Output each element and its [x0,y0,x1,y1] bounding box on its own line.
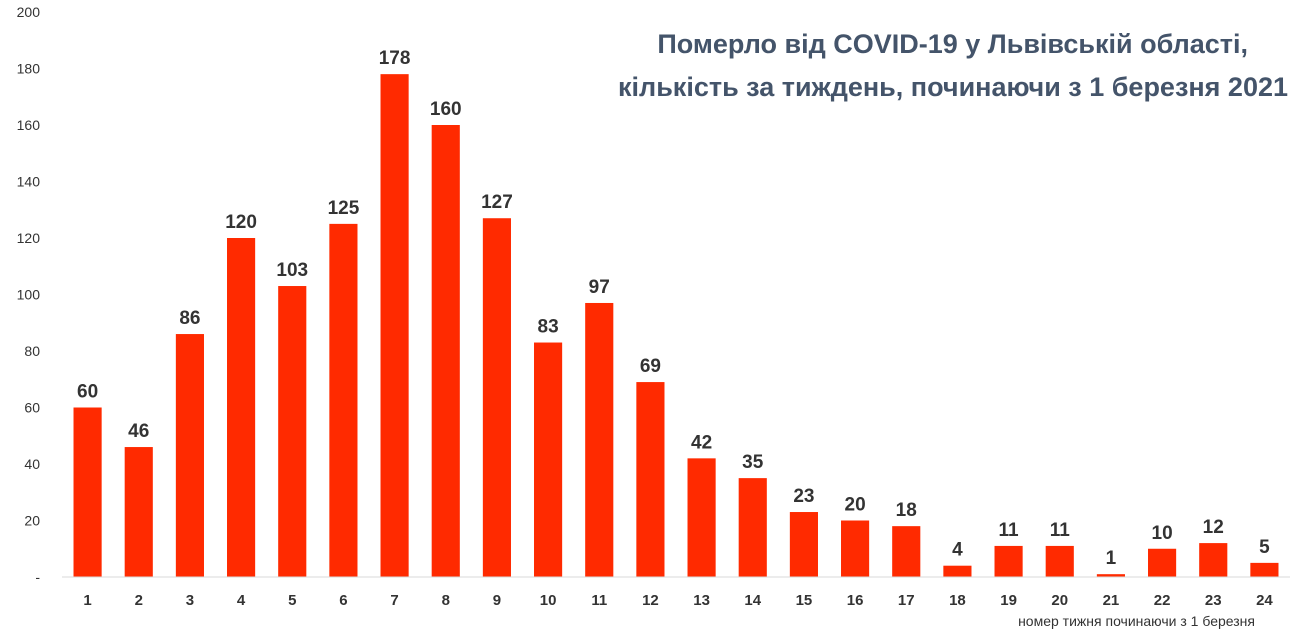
data-label: 4 [952,540,963,561]
bar [687,458,716,577]
y-tick-label: 80 [24,343,40,359]
bar [1045,545,1074,577]
bar [585,302,614,577]
y-tick-label: 60 [24,400,40,416]
x-axis: 1 2 3 4 5 6 7 8 9 10 11 12 13 14 15 16 17 18 19 20 21 22 23 24 [83,592,1273,609]
data-label: 60 [77,382,98,403]
y-tick-label: - [35,569,40,585]
data-label: 178 [379,48,411,69]
y-axis: - 20 40 60 80 100 120 140 160 180 200 [17,4,41,585]
bar [789,512,818,577]
bar [431,125,460,577]
bar [892,526,921,577]
bar [1199,543,1228,577]
data-label: 46 [128,421,149,442]
y-tick-label: 160 [17,117,41,133]
data-label: 12 [1203,517,1224,538]
x-tick-label: 17 [898,592,915,609]
data-label: 127 [481,192,513,213]
x-tick-label: 14 [744,592,761,609]
x-tick-label: 1 [83,592,91,609]
data-label: 97 [589,277,610,298]
x-tick-label: 9 [493,592,501,609]
y-tick-label: 20 [24,513,40,529]
bar [329,223,358,577]
x-tick-label: 3 [186,592,194,609]
y-tick-label: 180 [17,61,41,77]
x-tick-label: 4 [237,592,246,609]
x-tick-label: 13 [693,592,710,609]
x-tick-label: 20 [1051,592,1068,609]
bar [943,565,972,577]
data-label: 103 [276,260,308,281]
bar [380,74,409,578]
data-label: 83 [538,317,559,338]
data-label: 18 [896,500,917,521]
data-label: 10 [1152,523,1173,544]
x-tick-label: 11 [591,592,607,609]
bar [738,478,767,577]
data-label: 1 [1106,548,1117,569]
data-label: 42 [691,432,712,453]
data-label: 11 [999,520,1020,541]
data-label: 86 [179,308,200,329]
data-label: 120 [225,212,257,233]
y-tick-label: 40 [24,456,40,472]
x-tick-label: 8 [442,592,450,609]
bar [534,342,563,577]
y-tick-label: 200 [17,4,41,20]
bar [1148,548,1177,577]
x-tick-label: 24 [1256,592,1273,609]
bar [1250,562,1279,577]
bar [636,382,665,577]
y-tick-label: 140 [17,174,41,190]
x-tick-label: 21 [1103,592,1120,609]
data-label: 5 [1259,537,1270,558]
bar [994,545,1023,577]
bar [124,447,153,577]
y-tick-label: 120 [17,230,41,246]
data-label: 35 [742,452,764,473]
x-tick-label: 18 [949,592,966,609]
chart-title-line-2: кількість за тиждень, починаючи з 1 бере… [618,72,1288,102]
y-tick-label: 100 [17,287,41,303]
data-label: 11 [1050,520,1071,541]
x-tick-label: 6 [339,592,347,609]
bar [841,520,870,577]
x-tick-label: 10 [540,592,557,609]
bar [482,218,511,577]
x-tick-label: 16 [847,592,864,609]
bar [175,334,204,577]
bar [1096,574,1125,577]
bar [278,286,307,577]
data-label: 23 [793,486,814,507]
x-tick-label: 12 [642,592,659,609]
bar [227,238,256,577]
x-tick-label: 15 [796,592,813,609]
data-label: 20 [845,495,866,516]
data-label: 125 [328,198,360,219]
data-label: 160 [430,99,462,120]
x-tick-label: 5 [288,592,296,609]
x-tick-label: 23 [1205,592,1222,609]
data-label: 69 [640,356,661,377]
x-tick-label: 7 [390,592,398,609]
chart-title-line-1: Померло від COVID-19 у Львівській област… [657,29,1248,59]
x-axis-label: номер тижня починаючи з 1 березня [1018,613,1255,629]
x-tick-label: 22 [1154,592,1171,609]
bars-layer [73,74,1279,578]
x-tick-label: 2 [135,592,143,609]
bar [73,407,102,577]
x-tick-label: 19 [1000,592,1017,609]
